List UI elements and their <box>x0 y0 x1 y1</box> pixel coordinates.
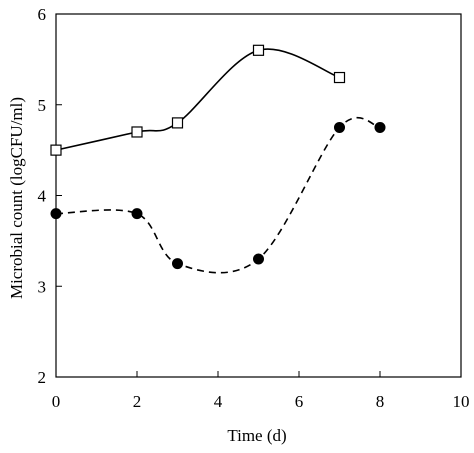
y-tick-label: 3 <box>38 277 47 296</box>
y-tick-label: 4 <box>38 187 47 206</box>
series-2-point <box>50 208 62 220</box>
y-tick-label: 5 <box>38 96 47 115</box>
series-1-line <box>55 48 340 151</box>
series-1-point <box>333 71 346 84</box>
plot-border <box>55 13 462 378</box>
plot-frame <box>55 13 462 378</box>
x-tick-label: 8 <box>376 392 385 411</box>
series-2-point <box>374 121 386 133</box>
series-1-point <box>50 144 62 156</box>
y-axis-label: Microbial count (logCFU/ml) <box>7 97 26 299</box>
y-tick-label: 2 <box>38 368 47 387</box>
y-tick-label: 6 <box>38 5 47 24</box>
series-2-point <box>131 208 143 220</box>
x-tick-label: 10 <box>453 392 470 411</box>
y-axis-ticks: 2 3 4 5 6 <box>38 5 62 387</box>
x-tick-label: 2 <box>133 392 142 411</box>
x-tick-label: 4 <box>214 392 223 411</box>
x-tick-label: 6 <box>295 392 304 411</box>
series-markers <box>50 44 386 270</box>
series-2-line <box>55 117 381 274</box>
series-lines <box>55 48 381 274</box>
series-1-point <box>131 126 143 138</box>
series-2-point <box>334 121 345 133</box>
x-axis-label: Time (d) <box>227 426 286 445</box>
series-2-point <box>172 258 183 270</box>
x-axis-ticks: 0 2 4 6 8 10 <box>52 371 470 411</box>
x-tick-label: 0 <box>52 392 61 411</box>
series-1-point <box>171 117 184 129</box>
series-1-point <box>252 44 265 56</box>
series-2-point <box>253 253 264 265</box>
